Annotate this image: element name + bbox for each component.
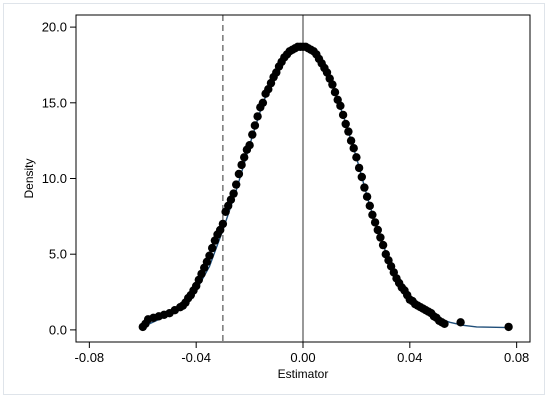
points-layer xyxy=(138,42,513,332)
data-point xyxy=(456,318,465,327)
x-tick-label: 0.00 xyxy=(290,350,315,365)
data-point xyxy=(378,240,388,250)
data-point xyxy=(338,110,348,120)
data-point xyxy=(360,183,369,192)
data-point xyxy=(354,163,364,173)
x-tick-label: 0.08 xyxy=(504,350,529,365)
data-point xyxy=(229,189,238,198)
y-axis-title: Density xyxy=(22,158,36,198)
data-point xyxy=(370,218,380,227)
data-point xyxy=(328,80,337,89)
axes xyxy=(70,14,531,348)
data-point xyxy=(208,243,217,253)
data-point xyxy=(336,101,345,111)
data-point xyxy=(250,121,260,130)
y-tick-label: 0.0 xyxy=(49,322,67,337)
x-axis-title: Estimator xyxy=(278,367,329,381)
y-tick-label: 5.0 xyxy=(49,247,67,262)
data-point xyxy=(341,119,350,129)
x-tick-label: 0.04 xyxy=(397,350,422,365)
reference-lines xyxy=(222,15,304,342)
data-point xyxy=(245,141,254,150)
data-point xyxy=(362,192,372,201)
data-point xyxy=(232,180,241,189)
x-tick-label: -0.04 xyxy=(181,350,211,365)
x-tick-label: -0.08 xyxy=(75,350,105,365)
data-point xyxy=(357,172,366,182)
y-tick-label: 20.0 xyxy=(42,20,67,35)
y-tick-label: 10.0 xyxy=(42,171,67,186)
data-point xyxy=(504,322,513,332)
data-point xyxy=(237,160,246,170)
y-tick-label: 15.0 xyxy=(42,95,67,110)
data-point xyxy=(440,319,449,328)
labels: -0.08 -0.04 0.00 0.04 0.08 0.0 5.0 10.0 15.0 20.0 xyxy=(42,20,530,365)
data-point xyxy=(218,219,228,229)
data-point xyxy=(205,251,214,260)
data-point xyxy=(346,136,356,145)
data-point xyxy=(373,225,382,235)
data-point xyxy=(368,210,377,219)
data-point xyxy=(234,169,244,179)
data-point xyxy=(248,130,257,139)
data-point xyxy=(330,88,340,97)
data-point xyxy=(376,233,385,242)
data-point xyxy=(365,201,374,210)
data-point xyxy=(258,98,268,108)
data-point xyxy=(240,153,249,162)
data-point xyxy=(352,153,361,162)
data-point xyxy=(344,127,353,136)
chart-frame xyxy=(3,3,545,395)
data-point xyxy=(253,112,262,121)
data-point xyxy=(349,144,358,153)
